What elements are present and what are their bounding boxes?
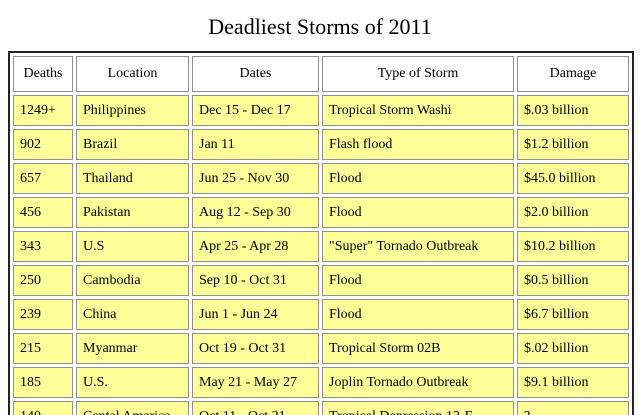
cell-location: Philippines [76, 95, 189, 126]
cell-dates: Oct 19 - Oct 31 [192, 333, 319, 364]
cell-damage: $1.2 billion [517, 129, 629, 160]
cell-location: Brazil [76, 129, 189, 160]
cell-type: Flood [322, 197, 514, 228]
cell-location: U.S [76, 231, 189, 262]
table-row: 250 Cambodia Sep 10 - Oct 31 Flood $0.5 … [13, 265, 629, 296]
cell-location: U.S. [76, 367, 189, 398]
cell-dates: Sep 10 - Oct 31 [192, 265, 319, 296]
header-type: Type of Storm [322, 56, 514, 92]
cell-deaths: 215 [13, 333, 73, 364]
cell-type: Flash flood [322, 129, 514, 160]
cell-deaths: 456 [13, 197, 73, 228]
cell-type: Flood [322, 299, 514, 330]
table-row: 456 Pakistan Aug 12 - Sep 30 Flood $2.0 … [13, 197, 629, 228]
table-row: 1249+ Philippines Dec 15 - Dec 17 Tropic… [13, 95, 629, 126]
cell-type: Flood [322, 163, 514, 194]
cell-type: Flood [322, 265, 514, 296]
table-row: 185 U.S. May 21 - May 27 Joplin Tornado … [13, 367, 629, 398]
cell-damage: $.02 billion [517, 333, 629, 364]
cell-type: Tropical Storm 02B [322, 333, 514, 364]
cell-dates: Jun 1 - Jun 24 [192, 299, 319, 330]
cell-damage: $6.7 billion [517, 299, 629, 330]
cell-dates: Jan 11 [192, 129, 319, 160]
cell-dates: Apr 25 - Apr 28 [192, 231, 319, 262]
cell-deaths: 185 [13, 367, 73, 398]
cell-damage: ? [517, 401, 629, 415]
cell-damage: $45.0 billion [517, 163, 629, 194]
cell-dates: Dec 15 - Dec 17 [192, 95, 319, 126]
cell-dates: Oct 11 - Oct 21 [192, 401, 319, 415]
header-row: Deaths Location Dates Type of Storm Dama… [13, 56, 629, 92]
cell-location: Thailand [76, 163, 189, 194]
cell-deaths: 140 [13, 401, 73, 415]
cell-location: Cambodia [76, 265, 189, 296]
cell-damage: $9.1 billion [517, 367, 629, 398]
cell-damage: $0.5 billion [517, 265, 629, 296]
cell-type: "Super" Tornado Outbreak [322, 231, 514, 262]
cell-location: Cental America [76, 401, 189, 415]
page-title: Deadliest Storms of 2011 [208, 14, 432, 39]
cell-deaths: 902 [13, 129, 73, 160]
cell-deaths: 250 [13, 265, 73, 296]
cell-deaths: 343 [13, 231, 73, 262]
cell-damage: $10.2 billion [517, 231, 629, 262]
cell-dates: Aug 12 - Sep 30 [192, 197, 319, 228]
cell-location: China [76, 299, 189, 330]
cell-deaths: 1249+ [13, 95, 73, 126]
table-row: 215 Myanmar Oct 19 - Oct 31 Tropical Sto… [13, 333, 629, 364]
table-row: 343 U.S Apr 25 - Apr 28 "Super" Tornado … [13, 231, 629, 262]
table-row: 657 Thailand Jun 25 - Nov 30 Flood $45.0… [13, 163, 629, 194]
cell-dates: Jun 25 - Nov 30 [192, 163, 319, 194]
header-dates: Dates [192, 56, 319, 92]
storms-table: Deaths Location Dates Type of Storm Dama… [8, 51, 634, 415]
cell-deaths: 239 [13, 299, 73, 330]
table-row: 239 China Jun 1 - Jun 24 Flood $6.7 bill… [13, 299, 629, 330]
header-damage: Damage [517, 56, 629, 92]
cell-location: Pakistan [76, 197, 189, 228]
cell-location: Myanmar [76, 333, 189, 364]
cell-type: Joplin Tornado Outbreak [322, 367, 514, 398]
cell-deaths: 657 [13, 163, 73, 194]
table-row: 140 Cental America Oct 11 - Oct 21 Tropi… [13, 401, 629, 415]
cell-damage: $2.0 billion [517, 197, 629, 228]
header-location: Location [76, 56, 189, 92]
cell-type: Tropical Storm Washi [322, 95, 514, 126]
cell-dates: May 21 - May 27 [192, 367, 319, 398]
table-row: 902 Brazil Jan 11 Flash flood $1.2 billi… [13, 129, 629, 160]
cell-damage: $.03 billion [517, 95, 629, 126]
cell-type: Tropical Depression 12-E [322, 401, 514, 415]
header-deaths: Deaths [13, 56, 73, 92]
